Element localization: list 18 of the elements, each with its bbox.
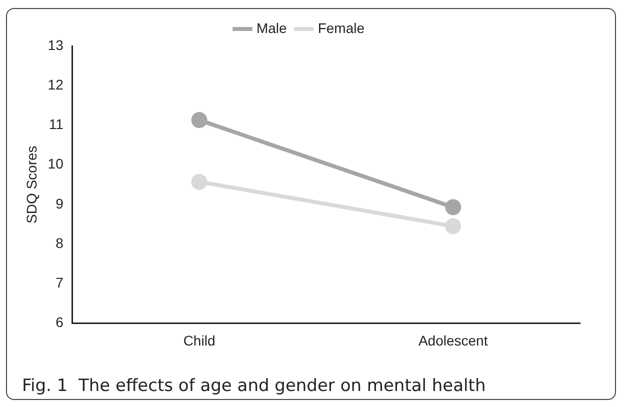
x-tick-label: Child: [183, 332, 216, 348]
y-tick-label: 12: [48, 76, 64, 92]
x-tick-label: Adolescent: [418, 332, 488, 348]
point: [191, 112, 208, 128]
y-tick-label: 13: [48, 36, 64, 53]
point: [445, 218, 462, 234]
point: [445, 199, 462, 216]
y-tick-label: 6: [56, 314, 64, 330]
y-tick-label: 9: [56, 195, 64, 212]
y-tick-label: 11: [48, 116, 64, 132]
y-tick-label: 7: [56, 274, 64, 290]
y-tick-label: 8: [56, 234, 64, 251]
legend-label: Male: [256, 20, 288, 36]
point: [191, 174, 208, 190]
caption: Fig. 1 The effects of age and gender on mental health: [22, 376, 486, 396]
y-axis-title: SDQ Scores: [23, 146, 40, 224]
legend-label: Female: [318, 20, 365, 36]
y-tick-label: 10: [48, 156, 64, 172]
